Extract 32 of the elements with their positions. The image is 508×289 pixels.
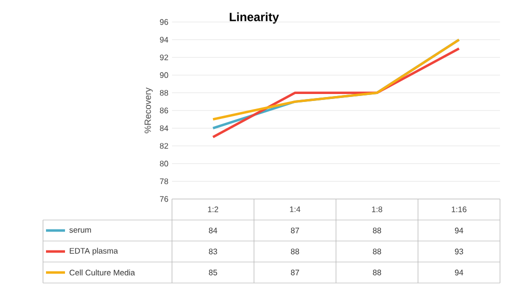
legend-label: EDTA plasma — [70, 248, 118, 256]
y-tick-label: 80 — [160, 160, 168, 166]
y-tick-label: 90 — [160, 72, 168, 78]
y-tick-label: 76 — [160, 196, 168, 202]
data-label: 88 — [372, 228, 382, 234]
y-tick-label: 86 — [160, 108, 168, 114]
data-label: 88 — [372, 270, 382, 276]
x-tick-label: 1:8 — [372, 206, 382, 212]
chart-title: Linearity — [230, 12, 279, 24]
legend-label: Cell Culture Media — [70, 270, 135, 276]
x-tick-label: 1:16 — [452, 206, 466, 212]
y-tick-label: 82 — [160, 143, 168, 149]
y-tick-label: 94 — [160, 36, 168, 43]
data-label: 84 — [208, 228, 218, 234]
data-label: 87 — [290, 228, 300, 234]
data-label: 94 — [454, 270, 464, 276]
x-tick-label: 1:4 — [290, 206, 300, 212]
data-label: 85 — [208, 270, 218, 276]
y-tick-label: 84 — [160, 125, 168, 132]
data-label: 88 — [290, 248, 300, 254]
x-tick-label: 1:2 — [208, 206, 218, 212]
data-label: 87 — [290, 270, 300, 276]
legend-label: serum — [69, 228, 91, 233]
y-tick-label: 78 — [160, 178, 168, 184]
y-axis-title: %Recovery — [144, 88, 153, 134]
y-tick-label: 88 — [160, 90, 168, 96]
data-label: 93 — [454, 248, 464, 254]
y-tick-label: 96 — [160, 19, 168, 25]
y-tick-label: 92 — [160, 54, 168, 60]
data-label: 88 — [372, 248, 382, 254]
data-label: 94 — [454, 228, 464, 234]
data-label: 83 — [208, 248, 218, 254]
